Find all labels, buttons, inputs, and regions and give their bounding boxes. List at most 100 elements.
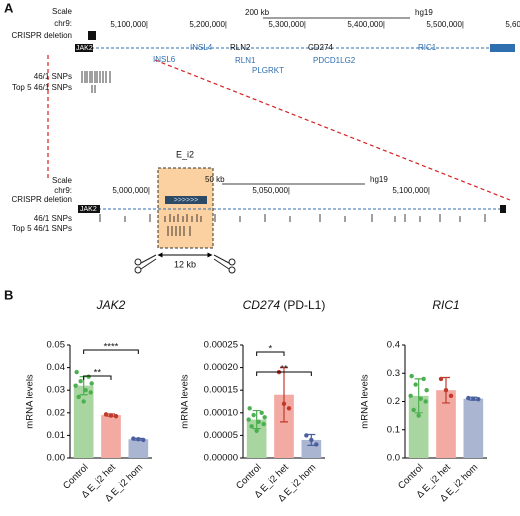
position: 5,600,000| (505, 20, 520, 29)
bar (101, 415, 121, 458)
data-point (74, 369, 79, 375)
y-tick-label: 0.2 (387, 396, 400, 407)
size-label: 12 kb (174, 259, 196, 269)
y-tick-label: 0.00015 (204, 385, 238, 396)
gene-name: INSL6 (153, 55, 176, 64)
assembly: hg19 (370, 175, 388, 184)
data-point (81, 399, 86, 404)
data-point (131, 436, 136, 441)
data-point (73, 383, 78, 388)
y-axis-label: mRNA levels (25, 374, 36, 429)
y-tick-label: 0.00020 (204, 362, 238, 373)
y-tick-label: 0.02 (47, 407, 66, 418)
panel-label: A (4, 0, 14, 15)
data-point (249, 424, 254, 429)
y-tick-label: 0.00000 (204, 453, 238, 464)
gene-name: RLN1 (235, 56, 256, 65)
position: 5,050,000| (252, 186, 290, 195)
position: 5,400,000| (347, 20, 385, 29)
gene-name: JAK2 (80, 206, 97, 213)
significance-bracket (256, 371, 312, 376)
track-label: Top 5 46/1 SNPs (12, 224, 72, 233)
chart-title-suffix: (PD-L1) (283, 298, 325, 312)
data-point (304, 433, 309, 438)
scale-text: 200 kb (245, 8, 270, 17)
data-point (476, 397, 481, 402)
track-label: chr9: (54, 19, 72, 28)
significance-label: ** (94, 368, 102, 379)
gene-name: JAK2 (76, 45, 93, 52)
track-label: Scale (52, 176, 73, 185)
significance-bracket (83, 349, 139, 354)
gene-name: RIC1 (418, 43, 437, 52)
y-tick-label: 0.00025 (204, 340, 238, 351)
lower-track-labels: Scale chr9: CRISPR deletion 46/1 SNPs To… (12, 176, 73, 233)
data-point (246, 417, 251, 422)
positions: 5,100,000| 5,200,000| 5,300,000| 5,400,000|… (110, 20, 520, 29)
data-point (408, 393, 413, 399)
zoom-line (154, 59, 511, 201)
data-point (448, 393, 454, 399)
y-tick-label: 0.00010 (204, 407, 238, 418)
gene-name: CD274 (308, 43, 333, 52)
data-point (247, 406, 252, 411)
data-point (103, 412, 109, 417)
data-point (424, 388, 429, 393)
position: 5,300,000| (268, 20, 306, 29)
data-point (108, 413, 114, 418)
data-point (409, 373, 414, 379)
data-point (261, 421, 266, 427)
chart-title-gene: RIC1 (432, 298, 459, 312)
significance-label: * (268, 344, 272, 355)
bar (128, 439, 149, 458)
data-point (418, 396, 423, 401)
chart-title: JAK2 (96, 298, 126, 312)
data-point (141, 437, 146, 443)
y-tick-label: 0.00 (47, 453, 66, 464)
deletion (88, 31, 96, 40)
data-point (438, 376, 444, 382)
track-label: 46/1 SNPs (34, 72, 72, 81)
gene-box (500, 205, 506, 213)
data-point (83, 388, 88, 393)
scale-text: 50 kb (205, 175, 225, 184)
track-label: chr9: (54, 186, 72, 195)
significance-label: ** (280, 364, 288, 375)
data-point (314, 442, 319, 447)
region-label: E_i2 (176, 149, 194, 159)
gene-box (78, 205, 100, 213)
data-point (423, 399, 428, 404)
y-tick-label: 0.00005 (204, 430, 238, 441)
data-point (251, 412, 256, 418)
data-point (286, 406, 292, 411)
y-tick-label: 0.3 (387, 368, 400, 379)
chart-title-gene: CD274 (243, 298, 281, 312)
y-tick-label: 0.1 (387, 424, 400, 435)
bar (463, 398, 484, 458)
upper-track-labels: Scale chr9: CRISPR deletion 46/1 SNPs To… (12, 7, 73, 92)
scissors (134, 254, 236, 274)
snps (81, 71, 111, 93)
significance-bracket (256, 351, 285, 356)
data-point (78, 378, 83, 384)
error-bar (252, 409, 261, 430)
data-point (281, 401, 287, 406)
data-point (309, 437, 314, 443)
track-label: 46/1 SNPs (34, 214, 72, 223)
y-tick-label: 0.0 (387, 453, 400, 464)
y-tick-label: 0.4 (387, 340, 400, 351)
data-point (421, 376, 426, 382)
y-axis-label: mRNA levels (180, 374, 191, 429)
y-axis-label: mRNA levels (360, 374, 371, 429)
data-point (471, 396, 476, 401)
gene-name: RLN2 (230, 43, 251, 52)
bar (73, 385, 94, 458)
gene-name: PLGRKT (252, 66, 284, 75)
bar (246, 419, 267, 458)
data-point (86, 374, 91, 379)
data-point (76, 394, 81, 400)
significance-label: **** (104, 342, 119, 353)
data-point (256, 419, 261, 425)
y-tick-label: 0.03 (47, 385, 66, 396)
